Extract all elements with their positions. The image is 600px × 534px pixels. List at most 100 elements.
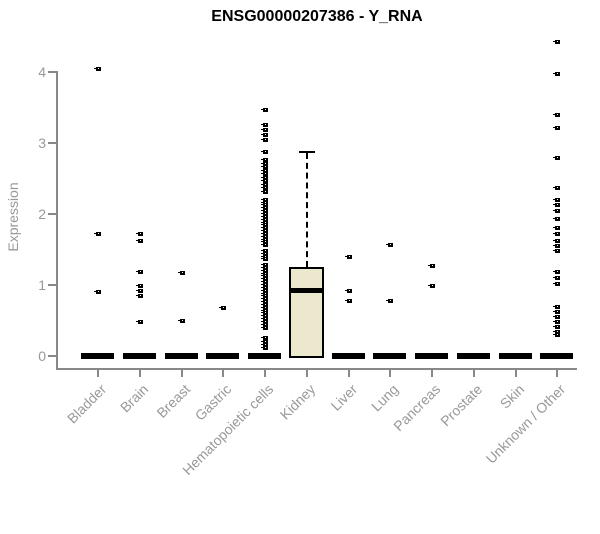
data-point [428, 284, 435, 288]
data-point [553, 203, 560, 207]
data-point [136, 232, 143, 236]
zero-median-bar [457, 353, 490, 359]
data-point [553, 217, 560, 221]
y-tick-label: 3 [38, 135, 46, 151]
x-tick [139, 370, 141, 377]
data-point [136, 239, 143, 243]
data-point [261, 176, 268, 180]
y-tick [48, 71, 56, 73]
data-point [136, 294, 143, 298]
data-point [553, 320, 560, 324]
data-point [553, 305, 560, 309]
zero-median-bar [373, 353, 406, 359]
data-point [261, 190, 268, 194]
data-point [261, 209, 268, 213]
data-point [261, 294, 268, 298]
x-tick [431, 370, 433, 377]
x-tick [222, 370, 224, 377]
data-point [261, 133, 268, 137]
data-point [261, 297, 268, 301]
data-point [261, 229, 268, 233]
data-point [553, 325, 560, 329]
data-point [261, 289, 268, 293]
whisker-cap [299, 151, 315, 153]
data-point [261, 249, 268, 253]
zero-median-bar [165, 353, 198, 359]
data-point [94, 67, 101, 71]
zero-median-bar [206, 353, 239, 359]
data-point [261, 269, 268, 273]
data-point [261, 280, 268, 284]
data-point [261, 336, 268, 340]
median-line [289, 288, 324, 293]
y-tick [48, 284, 56, 286]
data-point [261, 212, 268, 216]
data-point [261, 320, 268, 324]
data-point [553, 315, 560, 319]
x-tick [473, 370, 475, 377]
data-point [261, 277, 268, 281]
whisker [306, 153, 308, 267]
data-point [553, 198, 560, 202]
data-point [261, 274, 268, 278]
y-axis-line [56, 71, 58, 370]
data-point [136, 320, 143, 324]
x-tick [389, 370, 391, 377]
chart-title: ENSG00000207386 - Y_RNA [211, 8, 423, 25]
data-point [261, 150, 268, 154]
y-tick-label: 1 [38, 277, 46, 293]
data-point [261, 286, 268, 290]
data-point [261, 108, 268, 112]
zero-median-bar [248, 353, 281, 359]
data-point [261, 169, 268, 173]
data-point [261, 252, 268, 256]
box [289, 267, 324, 358]
data-point [261, 223, 268, 227]
data-point [261, 346, 268, 350]
data-point [261, 306, 268, 310]
data-point [261, 323, 268, 327]
data-point [261, 235, 268, 239]
data-point [261, 303, 268, 307]
data-point [261, 326, 268, 330]
data-point [553, 239, 560, 243]
data-point [261, 128, 268, 132]
zero-median-bar [81, 353, 114, 359]
x-tick [306, 370, 308, 377]
y-tick-label: 0 [38, 348, 46, 364]
data-point [219, 306, 226, 310]
data-point [553, 126, 560, 130]
data-point [261, 317, 268, 321]
data-point [136, 284, 143, 288]
data-point [261, 165, 268, 169]
data-point [553, 270, 560, 274]
data-point [94, 290, 101, 294]
zero-median-bar [499, 353, 532, 359]
data-point [261, 263, 268, 267]
data-point [261, 232, 268, 236]
y-tick-label: 2 [38, 206, 46, 222]
data-point [553, 186, 560, 190]
data-point [261, 138, 268, 142]
data-point [261, 123, 268, 127]
data-point [261, 206, 268, 210]
data-point [261, 158, 268, 162]
x-tick [348, 370, 350, 377]
data-point [553, 249, 560, 253]
data-point [386, 243, 393, 247]
data-point [553, 330, 560, 334]
data-point [261, 162, 268, 166]
data-point [261, 179, 268, 183]
data-point [553, 209, 560, 213]
data-point [94, 232, 101, 236]
data-point [261, 283, 268, 287]
y-tick [48, 142, 56, 144]
data-point [553, 333, 560, 337]
data-point [345, 255, 352, 259]
data-point [261, 183, 268, 187]
data-point [261, 314, 268, 318]
data-point [261, 218, 268, 222]
data-point [261, 243, 268, 247]
data-point [261, 203, 268, 207]
x-tick [97, 370, 99, 377]
